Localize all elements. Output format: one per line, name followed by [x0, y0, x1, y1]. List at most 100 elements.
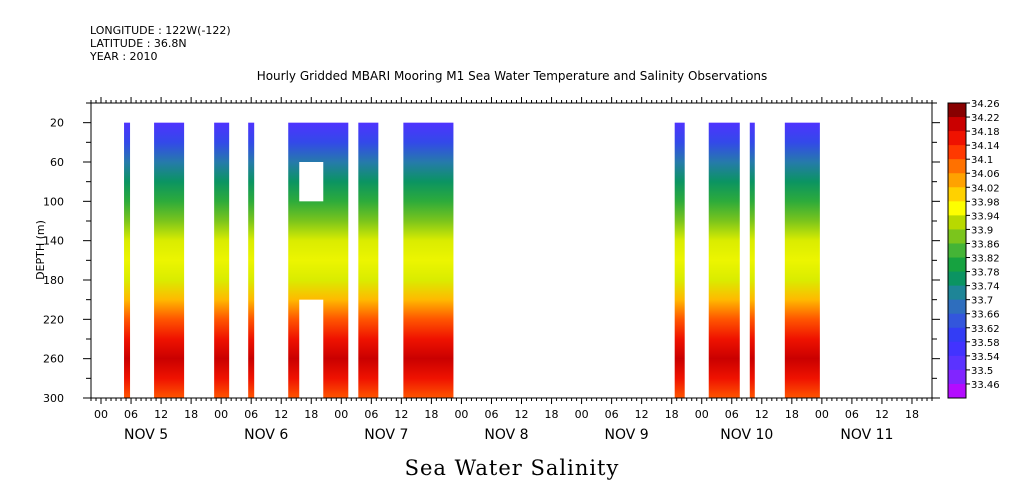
colorbar-swatch: [948, 383, 966, 399]
colorbar-swatch: [948, 271, 966, 287]
colorbar-swatch: [948, 159, 966, 174]
colorbar-label: 33.7: [971, 296, 993, 307]
colorbar-swatch: [948, 327, 966, 343]
colorbar-swatch: [948, 313, 966, 329]
colorbar-swatch: [948, 369, 966, 385]
year-label: YEAR : 2010: [90, 50, 158, 63]
data-column-7: [674, 122, 685, 398]
colorbar-swatch: [948, 229, 966, 244]
colorbar-swatch: [948, 131, 966, 146]
longitude-label: LONGITUDE : 122W(-122): [90, 24, 231, 37]
colorbar-swatch: [948, 299, 966, 315]
x-tick-label: 06: [725, 408, 739, 421]
y-tick-label: 220: [43, 313, 64, 326]
colorbar-label: 34.1: [971, 155, 993, 166]
colorbar-label: 34.06: [971, 169, 1000, 180]
x-tick-label: 12: [635, 408, 649, 421]
x-tick-label: 00: [94, 408, 108, 421]
day-label: NOV 7: [364, 427, 408, 443]
x-tick-label: 06: [845, 408, 859, 421]
colorbar-swatch: [948, 173, 966, 188]
x-tick-label: 12: [154, 408, 168, 421]
colorbar-label: 33.62: [971, 324, 1000, 335]
data-column-1: [154, 122, 185, 398]
colorbar-label: 34.18: [971, 127, 1000, 138]
x-tick-label: 12: [274, 408, 288, 421]
x-tick-label: 18: [304, 408, 318, 421]
colorbar-swatch: [948, 355, 966, 371]
colorbar-swatch: [948, 285, 966, 301]
colorbar-label: 33.66: [971, 310, 1000, 321]
y-tick-label: 100: [43, 195, 64, 208]
x-tick-label: 18: [184, 408, 198, 421]
colorbar-frame: [947, 102, 967, 399]
x-tick-label: 00: [575, 408, 589, 421]
x-tick-label: 06: [605, 408, 619, 421]
y-tick-label: 60: [50, 156, 64, 169]
day-label: NOV 8: [484, 427, 528, 443]
colorbar-swatch: [948, 257, 966, 273]
y-tick-label: 300: [43, 392, 64, 405]
x-tick-label: 18: [785, 408, 799, 421]
x-tick-label: 18: [545, 408, 559, 421]
data-column-5: [358, 122, 379, 398]
x-axis-label: Sea Water Salinity: [405, 456, 620, 480]
colorbar-label: 33.78: [971, 268, 1000, 279]
day-label: NOV 10: [720, 427, 773, 443]
x-tick-label: 12: [755, 408, 769, 421]
x-tick-label: 18: [424, 408, 438, 421]
day-label: NOV 9: [605, 427, 649, 443]
data-column-6: [403, 122, 454, 398]
y-axis-label: DEPTH (m): [34, 220, 47, 280]
y-tick-label: 260: [43, 353, 64, 366]
x-tick-label: 12: [394, 408, 408, 421]
colorbar-swatch: [948, 243, 966, 259]
colorbar-label: 33.9: [971, 225, 993, 236]
data-column-0: [124, 122, 131, 398]
colorbar-swatch: [948, 187, 966, 202]
x-tick-label: 06: [124, 408, 138, 421]
data-column-2: [214, 122, 230, 398]
data-column-3: [248, 122, 255, 398]
x-tick-label: 18: [665, 408, 679, 421]
colorbar-label: 33.86: [971, 239, 1000, 250]
latitude-label: LATITUDE : 36.8N: [90, 37, 187, 50]
colorbar-swatch: [948, 201, 966, 216]
data-column-9: [749, 122, 755, 398]
missing-region-1: [299, 299, 324, 398]
y-tick-label: 180: [43, 274, 64, 287]
missing-region-0: [299, 162, 324, 202]
colorbar-swatch: [948, 341, 966, 357]
colorbar-swatch: [948, 215, 966, 230]
colorbar-label: 34.02: [971, 183, 1000, 194]
day-label: NOV 5: [124, 427, 168, 443]
colorbar-label: 33.46: [971, 380, 1000, 391]
colorbar-label: 33.74: [971, 282, 1000, 293]
colorbar-swatch: [948, 103, 966, 118]
y-tick-label: 20: [50, 117, 64, 130]
x-tick-label: 00: [214, 408, 228, 421]
chart-title: Hourly Gridded MBARI Mooring M1 Sea Wate…: [257, 69, 768, 83]
data-column-10: [784, 122, 820, 398]
x-tick-label: 00: [815, 408, 829, 421]
colorbar-label: 33.98: [971, 197, 1000, 208]
colorbar-label: 34.14: [971, 141, 1000, 152]
colorbar-label: 33.94: [971, 211, 1000, 222]
x-tick-label: 00: [334, 408, 348, 421]
day-label: NOV 6: [244, 427, 288, 443]
colorbar-label: 33.5: [971, 366, 993, 377]
data-column-8: [708, 122, 740, 398]
y-tick-label: 140: [43, 235, 64, 248]
x-tick-label: 18: [905, 408, 919, 421]
x-tick-label: 06: [244, 408, 258, 421]
x-tick-label: 00: [695, 408, 709, 421]
x-tick-label: 06: [364, 408, 378, 421]
colorbar-label: 33.82: [971, 254, 1000, 265]
colorbar-label: 34.22: [971, 113, 1000, 124]
x-tick-label: 06: [484, 408, 498, 421]
day-label: NOV 11: [840, 427, 893, 443]
colorbar-swatch: [948, 145, 966, 160]
colorbar-swatch: [948, 117, 966, 132]
x-tick-label: 12: [515, 408, 529, 421]
